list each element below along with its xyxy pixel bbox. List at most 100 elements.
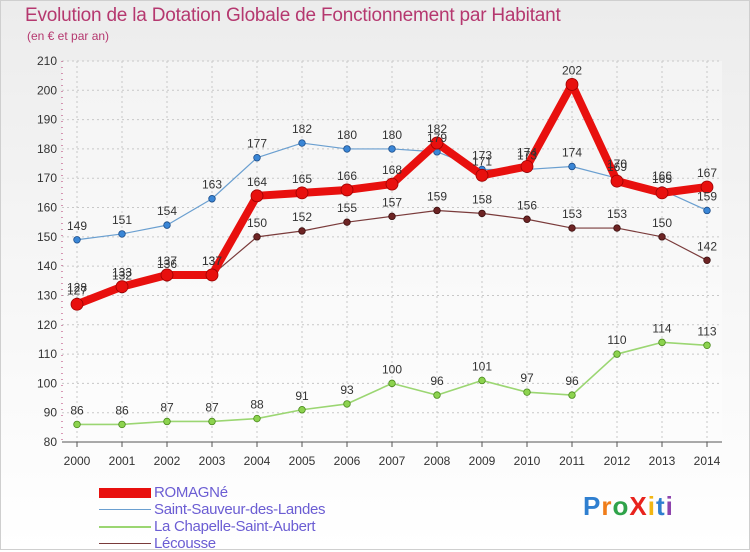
data-label: 86 (70, 403, 84, 417)
data-point (613, 224, 621, 232)
data-point (115, 280, 129, 294)
data-point (73, 420, 81, 429)
legend-label: Saint-Sauveur-des-Landes (154, 501, 326, 518)
data-point (700, 180, 714, 194)
data-label: 152 (292, 210, 312, 224)
x-tick-label: 2010 (514, 454, 541, 468)
y-tick-label: 160 (37, 201, 57, 215)
data-label: 174 (517, 146, 537, 160)
data-point (118, 420, 126, 429)
logo-letter: i (665, 491, 674, 521)
data-point (568, 391, 576, 399)
data-label: 101 (472, 359, 492, 373)
data-point (433, 206, 441, 215)
data-label: 169 (607, 160, 627, 174)
data-point (703, 256, 711, 264)
y-tick-label: 170 (37, 171, 57, 185)
data-label: 86 (115, 403, 129, 417)
data-label: 110 (607, 333, 626, 347)
legend-item: La Chapelle-Saint-Aubert (99, 518, 325, 535)
data-label: 87 (160, 400, 174, 414)
data-point (568, 224, 576, 232)
x-tick-label: 2014 (694, 454, 721, 468)
data-label: 182 (292, 122, 312, 136)
data-label: 173 (517, 148, 537, 162)
x-tick-label: 2004 (244, 454, 271, 468)
y-tick-label: 120 (37, 318, 57, 332)
x-tick-label: 2009 (469, 454, 496, 468)
data-point (703, 341, 711, 349)
x-tick-label: 2013 (649, 454, 676, 468)
data-label: 150 (247, 216, 267, 230)
data-label: 163 (202, 178, 222, 192)
data-point (703, 206, 711, 215)
y-tick-label: 90 (44, 406, 58, 420)
data-point (163, 221, 171, 229)
data-point (253, 154, 261, 162)
data-point (160, 268, 174, 282)
data-label: 133 (112, 266, 132, 280)
data-point (523, 388, 531, 396)
legend-swatch (99, 525, 151, 528)
data-label: 154 (157, 204, 177, 218)
data-label: 151 (112, 213, 132, 227)
y-tick-label: 80 (44, 435, 58, 449)
logo-letter: t (655, 491, 666, 521)
data-label: 153 (607, 207, 627, 221)
y-tick-label: 140 (37, 259, 57, 273)
legend-swatch (99, 487, 151, 498)
data-label: 168 (382, 163, 402, 177)
data-point (298, 406, 306, 414)
data-label: 174 (562, 146, 582, 160)
data-label: 88 (250, 398, 264, 412)
data-point (253, 414, 261, 423)
x-tick-label: 2002 (154, 454, 181, 468)
data-point (205, 268, 219, 282)
data-point (475, 168, 489, 182)
data-label: 165 (292, 172, 312, 186)
data-label: 165 (652, 172, 672, 186)
data-point (388, 379, 396, 388)
y-tick-label: 130 (37, 288, 57, 302)
data-label: 96 (430, 374, 444, 388)
data-label: 96 (565, 374, 579, 388)
data-label: 142 (697, 239, 717, 253)
data-label: 132 (112, 269, 132, 283)
data-label: 202 (562, 63, 582, 77)
data-label: 153 (562, 207, 582, 221)
data-point (523, 215, 531, 223)
x-tick-label: 2011 (559, 454, 585, 468)
data-label: 170 (607, 157, 627, 171)
proxiti-logo: ProXiti (583, 491, 674, 522)
x-tick-label: 2007 (379, 454, 406, 468)
data-label: 182 (427, 122, 447, 136)
data-point (208, 195, 216, 203)
data-label: 167 (697, 166, 717, 180)
data-point (208, 417, 216, 426)
data-label: 158 (472, 192, 492, 206)
logo-letter: P (583, 491, 602, 521)
data-label: 180 (382, 128, 402, 142)
data-point (163, 417, 171, 426)
x-tick-label: 2003 (199, 454, 226, 468)
data-point (478, 209, 486, 218)
y-tick-label: 180 (37, 142, 57, 156)
data-label: 91 (295, 389, 309, 403)
data-point (298, 227, 306, 235)
x-tick-label: 2008 (424, 454, 451, 468)
data-label: 97 (520, 371, 534, 385)
data-point (118, 230, 126, 238)
data-point (430, 136, 444, 150)
data-label: 159 (427, 189, 447, 203)
data-point (298, 139, 306, 147)
data-label: 127 (67, 283, 87, 297)
y-tick-label: 100 (37, 376, 57, 390)
x-tick-label: 2005 (289, 454, 316, 468)
data-label: 159 (697, 189, 717, 203)
data-label: 114 (652, 321, 671, 335)
data-point (253, 233, 261, 241)
data-label: 136 (157, 257, 177, 271)
data-point (658, 233, 666, 241)
